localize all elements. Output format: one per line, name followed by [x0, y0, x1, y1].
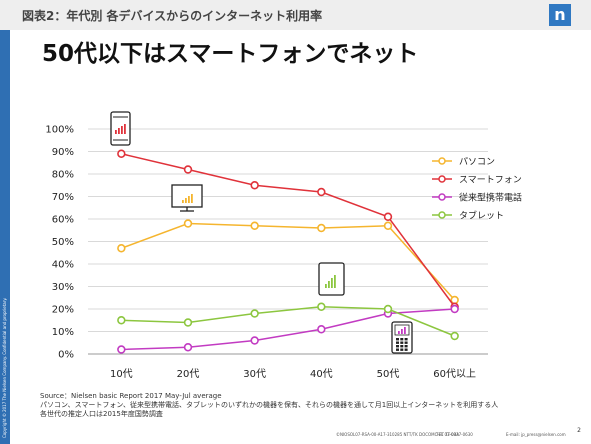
feature-phone-key: [400, 348, 404, 351]
data-point: [317, 187, 326, 197]
legend-swatch-marker: [438, 157, 446, 165]
series-line: [121, 222, 456, 301]
legend-swatch-marker: [438, 175, 446, 183]
source-line-3: 各世代の推定人口は2015年度国勢調査: [40, 410, 163, 418]
data-point: [383, 221, 393, 230]
y-tick-label: 20%: [52, 305, 74, 316]
icon-bar: [328, 281, 330, 288]
source-line-2: パソコン、スマートフォン、従来型携帯電話、タブレットのいずれかの機器を保有、それ…: [40, 401, 499, 409]
icon-bar: [182, 200, 184, 203]
y-tick-label: 40%: [52, 260, 74, 271]
data-point: [250, 336, 259, 345]
data-point: [183, 219, 193, 228]
feature-phone-key: [396, 345, 399, 348]
icon-bar: [404, 327, 406, 334]
data-point: [317, 302, 326, 311]
icon-bar: [118, 128, 120, 134]
icon-bar: [191, 194, 193, 203]
icon-bar: [331, 278, 333, 288]
icon-bar: [115, 130, 117, 134]
smartphone-body: [110, 111, 131, 146]
y-tick-label: 50%: [52, 237, 74, 248]
legend-swatch-marker: [438, 211, 446, 219]
nielsen-logo: n: [549, 4, 571, 26]
y-tick-label: 10%: [52, 327, 74, 338]
data-point: [117, 316, 126, 325]
series-line: [121, 153, 456, 308]
data-point: [117, 149, 126, 158]
data-point: [250, 221, 259, 230]
header-bar: 図表2：年代別 各デバイスからのインターネット利用率 n: [0, 0, 591, 30]
icon-bar: [401, 329, 403, 334]
data-point: [183, 343, 193, 352]
data-point: [117, 345, 126, 354]
feature-phone-key: [396, 348, 399, 351]
x-tick-label: 10代: [110, 368, 133, 380]
header-title: 図表2：年代別 各デバイスからのインターネット利用率: [22, 9, 323, 23]
data-point: [183, 318, 193, 327]
icon-bar: [334, 275, 336, 288]
data-point: [183, 165, 193, 174]
data-point: [117, 244, 126, 253]
pc-monitor-icon: [171, 184, 203, 208]
y-tick-label: 0%: [58, 350, 74, 361]
feature-phone-key: [396, 338, 399, 341]
left-strip: Copyright © 2017 The Nielsen Company. Co…: [0, 0, 10, 444]
y-tick-label: 90%: [52, 147, 74, 158]
icon-bar: [121, 126, 123, 134]
feature-phone-key: [404, 341, 408, 344]
y-tick-label: 70%: [52, 192, 74, 203]
legend-label: タブレット: [459, 210, 504, 222]
feature-phone-key: [396, 341, 399, 344]
y-tick-label: 30%: [52, 282, 74, 293]
data-point: [383, 304, 393, 314]
feature-phone-key: [400, 341, 404, 344]
legend-label: スマートフォン: [459, 176, 522, 186]
source-line-1: Source：Nielsen basic Report 2017 May-Jul…: [40, 392, 222, 400]
x-tick-label: 50代: [377, 368, 400, 380]
series-line: [121, 305, 455, 337]
legend-label: 従来型携帯電話: [459, 192, 522, 204]
data-point: [317, 325, 326, 334]
x-tick-label: 30代: [243, 368, 266, 380]
source-note: Source：Nielsen basic Report 2017 May-Jul…: [40, 392, 498, 419]
icon-bar: [325, 284, 327, 288]
feature-phone-key: [400, 345, 404, 348]
footer-phone: TEL 03-0837-0630: [436, 432, 473, 437]
x-tick-label: 20代: [177, 368, 200, 380]
feature-phone-key: [404, 338, 408, 341]
icon-bar: [398, 331, 400, 334]
x-tick-label: 40代: [310, 368, 333, 380]
feature-phone-key: [404, 345, 408, 348]
y-tick-label: 80%: [52, 170, 74, 181]
y-tick-label: 60%: [52, 215, 74, 226]
page-number: 2: [577, 427, 581, 434]
icon-bar: [185, 198, 187, 203]
legend-label: パソコン: [459, 157, 495, 168]
icon-bar: [124, 124, 126, 134]
data-point: [250, 309, 259, 318]
footer-mail: E-mail: jp_press@nielsen.com: [506, 432, 566, 437]
legend-swatch-marker: [438, 193, 446, 201]
footer-id: ©NIOSOL07-RSA-00-A17-310285 NTT/TK DOCOM…: [336, 432, 459, 437]
data-point: [250, 181, 259, 190]
data-point: [383, 212, 393, 221]
page-title: 50代以下はスマートフォンでネット: [42, 41, 419, 67]
data-point: [450, 331, 459, 341]
feature-phone-key: [404, 348, 408, 351]
feature-phone-key: [400, 338, 404, 341]
icon-bar: [188, 196, 190, 203]
y-tick-label: 100%: [45, 125, 74, 136]
data-point: [317, 223, 326, 233]
data-point: [450, 304, 459, 314]
x-tick-label: 60代以上: [433, 368, 476, 380]
